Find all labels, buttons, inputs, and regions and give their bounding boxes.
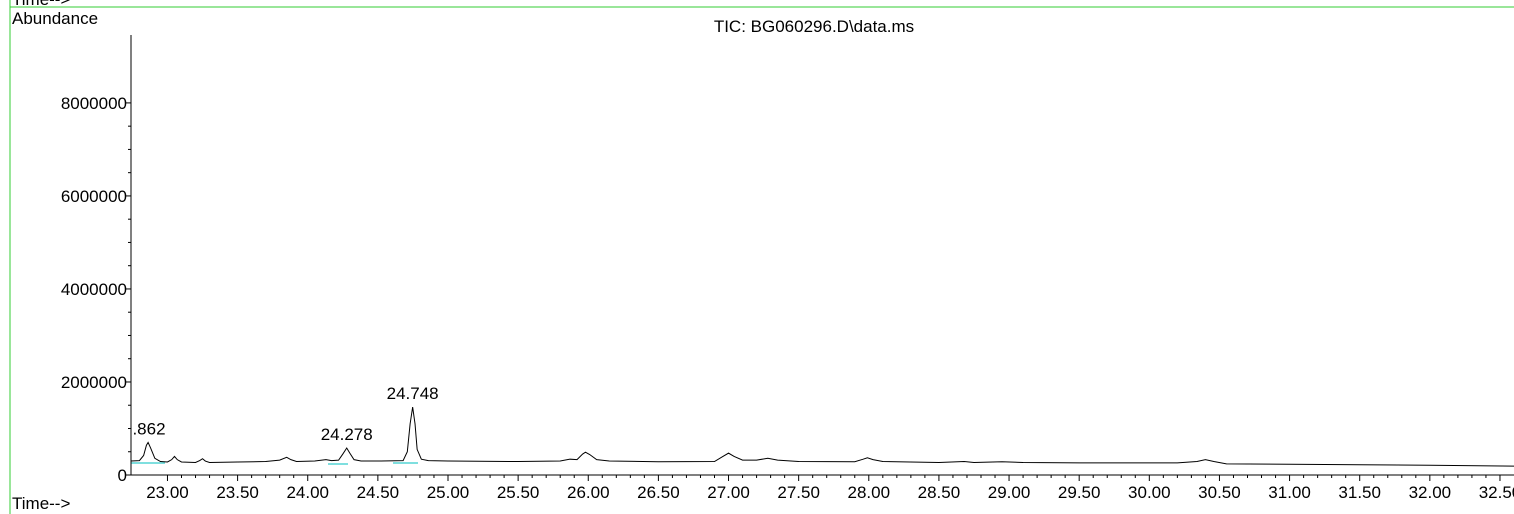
x-tick-label: 32.00 [1409,483,1452,502]
peak-label: 24.278 [321,425,373,444]
y-tick-label: 8000000 [61,94,127,113]
y-tick-label: 2000000 [61,373,127,392]
x-tick-label: 26.50 [637,483,680,502]
y-tick-label: 0 [118,466,127,485]
x-tick-label: 31.50 [1338,483,1381,502]
x-tick-label: 28.50 [918,483,961,502]
x-tick-label: 27.50 [777,483,820,502]
x-tick-label: 31.00 [1268,483,1311,502]
x-tick-label: 28.00 [848,483,891,502]
chart-title: TIC: BG060296.D\data.ms [714,17,914,36]
x-tick-label: 24.50 [357,483,400,502]
x-tick-label: 32.50 [1479,483,1514,502]
x-tick-label: 30.50 [1198,483,1241,502]
x-tick-label: 29.00 [988,483,1031,502]
x-tick-label: 25.50 [497,483,540,502]
y-tick-label: 6000000 [61,187,127,206]
x-tick-label: 27.00 [707,483,750,502]
top-label: Time--> [12,0,70,9]
y-axis-label: Abundance [12,9,98,28]
y-tick-label: 4000000 [61,280,127,299]
x-tick-label: 30.00 [1128,483,1171,502]
x-tick-label: 29.50 [1058,483,1101,502]
integration-baselines [131,462,418,465]
x-tick-label: 25.00 [427,483,470,502]
peak-label: .862 [132,419,165,438]
x-tick-label: 23.50 [216,483,259,502]
x-tick-label: 26.00 [567,483,610,502]
x-tick-label: 23.00 [146,483,189,502]
tic-line [130,407,1514,467]
x-tick-label: 24.00 [286,483,329,502]
peak-label: 24.748 [387,384,439,403]
x-axis-label: Time--> [12,494,70,513]
